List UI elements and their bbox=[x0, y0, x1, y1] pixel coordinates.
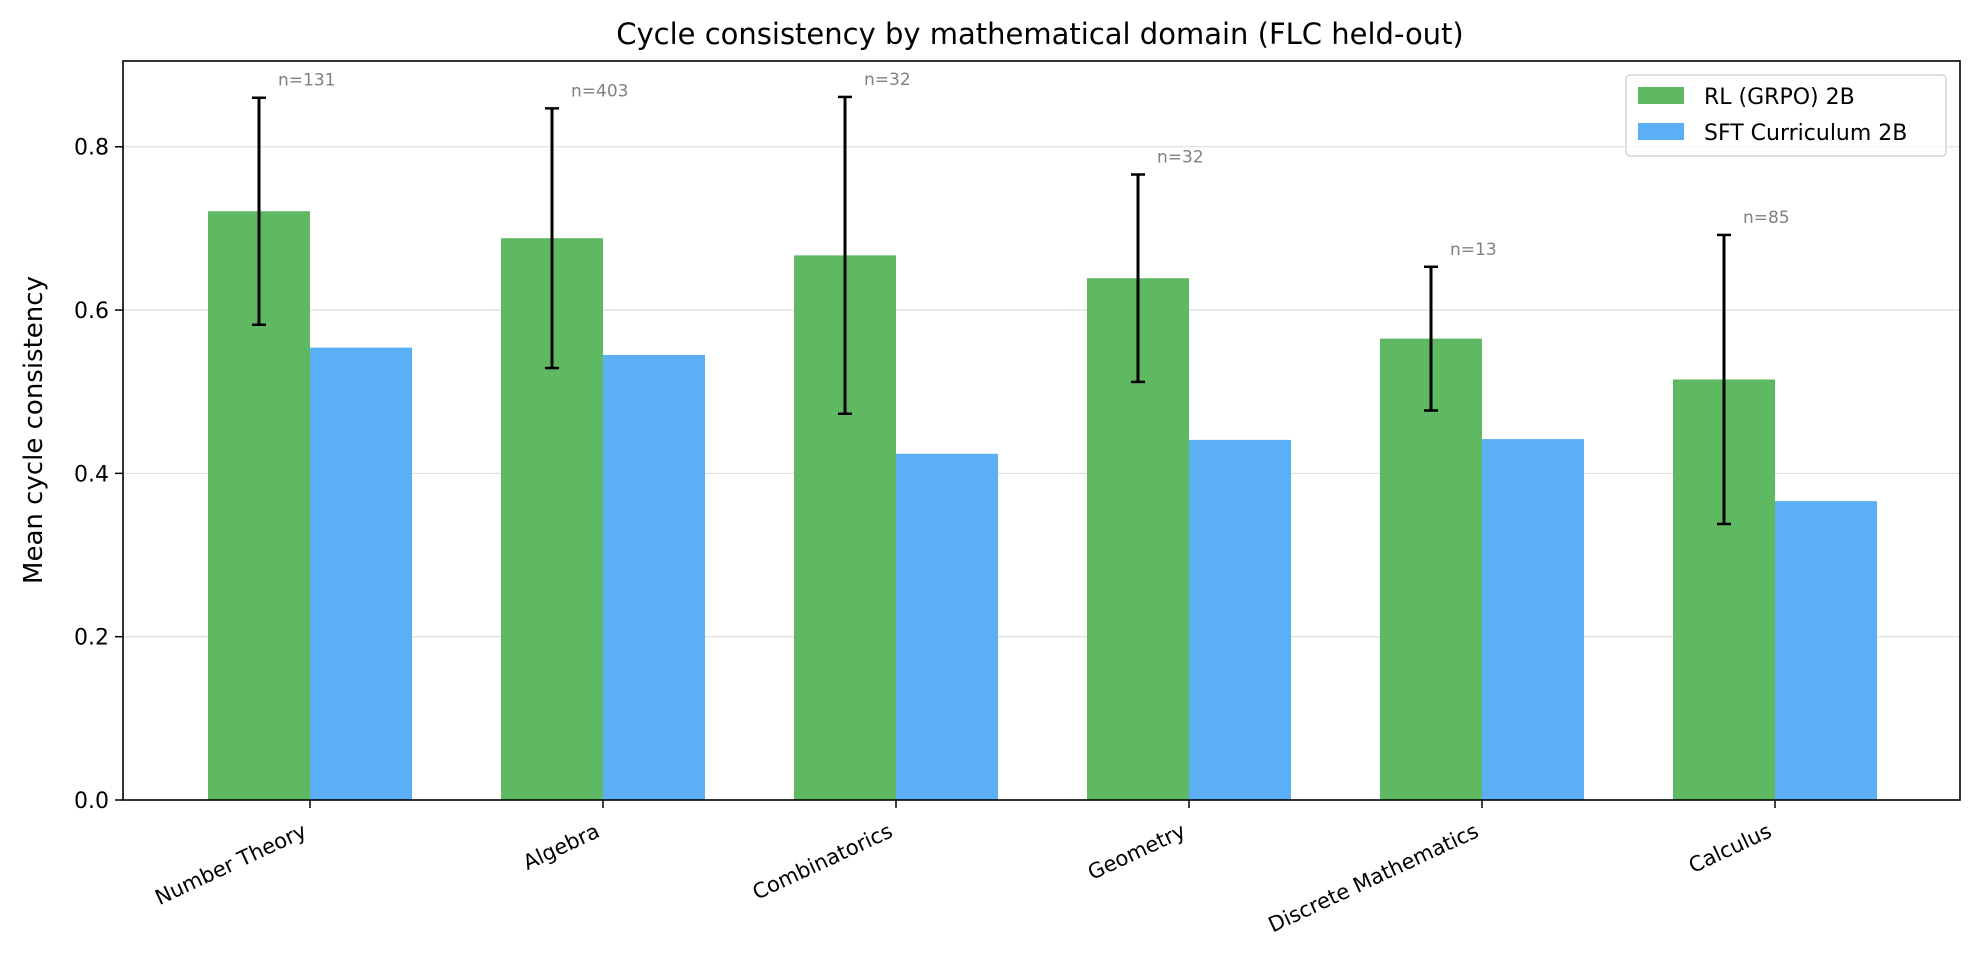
y-axis-ticks: 0.0 0.2 0.4 0.6 0.8 bbox=[74, 136, 123, 814]
y-tick-label: 0.6 bbox=[74, 299, 109, 324]
bar-rl-4 bbox=[1380, 338, 1482, 800]
bar-sft-3 bbox=[1189, 439, 1291, 800]
error-bars bbox=[252, 95, 1731, 526]
n-annotation-4: n=13 bbox=[1450, 240, 1497, 260]
plot-frame bbox=[122, 60, 1961, 801]
chart-title: Cycle consistency by mathematical domain… bbox=[616, 17, 1464, 51]
x-axis-ticks: Number Theory Algebra Combinatorics Geometr… bbox=[151, 800, 1776, 937]
x-tick-label: Calculus bbox=[1685, 819, 1775, 878]
bar-sft-4 bbox=[1482, 439, 1584, 800]
y-axis-label: Mean cycle consistency bbox=[19, 276, 49, 584]
bars bbox=[208, 211, 1877, 801]
legend: RL (GRPO) 2B SFT Curriculum 2B bbox=[1625, 74, 1947, 157]
n-annotation-5: n=85 bbox=[1743, 208, 1790, 228]
legend-swatch-sft bbox=[1638, 123, 1684, 140]
x-tick-label: Algebra bbox=[519, 819, 603, 875]
n-annotation-3: n=32 bbox=[1157, 148, 1204, 168]
x-tick-label: Discrete Mathematics bbox=[1265, 819, 1482, 937]
n-annotation-1: n=403 bbox=[571, 81, 628, 101]
n-annotation-0: n=131 bbox=[278, 71, 335, 91]
bar-sft-1 bbox=[603, 354, 705, 800]
y-tick-label: 0.8 bbox=[74, 136, 109, 161]
legend-label-sft: SFT Curriculum 2B bbox=[1704, 121, 1907, 146]
legend-box bbox=[1625, 74, 1947, 157]
sample-size-annotations: n=131 n=403 n=32 n=32 n=13 n=85 bbox=[278, 70, 1790, 260]
y-tick-label: 0.2 bbox=[74, 626, 109, 651]
y-tick-label: 0.4 bbox=[74, 462, 109, 487]
x-tick-label: Number Theory bbox=[151, 819, 310, 910]
x-tick-label: Combinatorics bbox=[749, 819, 896, 905]
n-annotation-2: n=32 bbox=[864, 70, 911, 90]
legend-swatch-rl bbox=[1638, 87, 1684, 104]
legend-label-rl: RL (GRPO) 2B bbox=[1704, 85, 1855, 110]
bar-sft-0 bbox=[310, 347, 412, 800]
bar-sft-2 bbox=[896, 453, 998, 800]
y-tick-label: 0.0 bbox=[74, 789, 109, 814]
x-tick-label: Geometry bbox=[1084, 819, 1189, 885]
bar-sft-5 bbox=[1775, 501, 1877, 800]
